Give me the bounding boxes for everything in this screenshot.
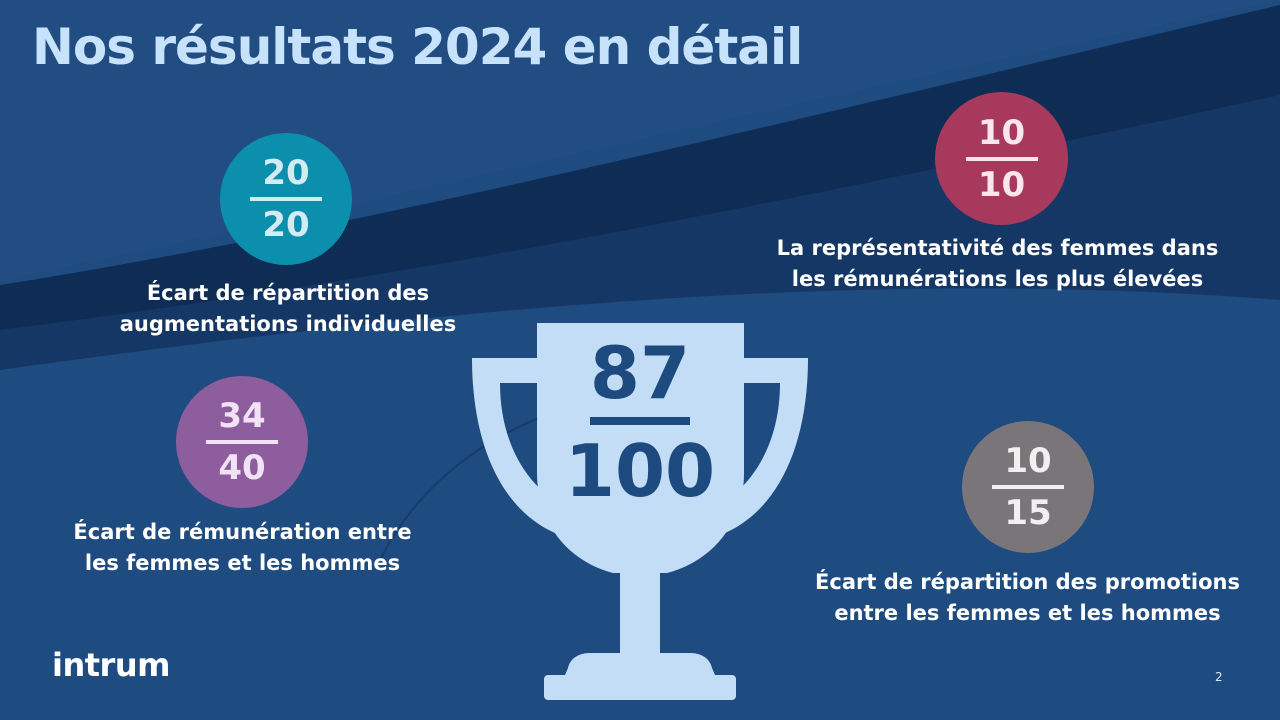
fraction-bar [992,485,1064,489]
label-line: Écart de répartition des promotions [815,570,1240,594]
score-numerator: 20 [262,153,310,193]
overall-score-numerator: 87 [589,331,691,415]
intrum-logo: intrum [52,646,170,684]
score-badge-pay-gap: 34 40 [176,376,308,508]
score-badge-promotions: 10 15 [962,421,1094,553]
page-title: Nos résultats 2024 en détail [32,18,803,76]
label-line: entre les femmes et les hommes [834,601,1221,625]
trophy-icon [472,323,808,700]
label-line: Écart de répartition des [146,281,430,305]
indicator-label-individual-raises: Écart de répartition des augmentations i… [88,278,488,340]
label-line: les rémunérations les plus élevées [791,267,1204,291]
indicator-label-promotions: Écart de répartition des promotions entr… [790,567,1265,629]
score-numerator: 10 [977,112,1026,153]
label-line: les femmes et les hommes [84,551,401,575]
label-line: Écart de rémunération entre [73,520,412,544]
score-badge-top-salaries: 10 10 [935,92,1068,225]
fraction-bar [206,440,278,444]
label-line: augmentations individuelles [119,312,457,336]
score-numerator: 34 [218,396,266,436]
score-denominator: 15 [1004,493,1052,533]
fraction-bar [250,197,322,201]
score-numerator: 10 [1004,441,1052,481]
label-line: La représentativité des femmes dans [776,236,1219,260]
score-denominator: 20 [262,205,310,245]
fraction-bar [965,156,1038,161]
indicator-label-top-salaries: La représentativité des femmes dans les … [745,233,1250,295]
score-denominator: 10 [977,164,1026,205]
page-number: 2 [1215,670,1223,684]
indicator-label-pay-gap: Écart de rémunération entre les femmes e… [40,517,445,579]
overall-fraction-bar [590,417,690,425]
overall-score: 87 100 [530,333,750,511]
score-badge-individual-raises: 20 20 [220,133,352,265]
overall-score-denominator: 100 [564,429,716,513]
score-denominator: 40 [218,448,266,488]
